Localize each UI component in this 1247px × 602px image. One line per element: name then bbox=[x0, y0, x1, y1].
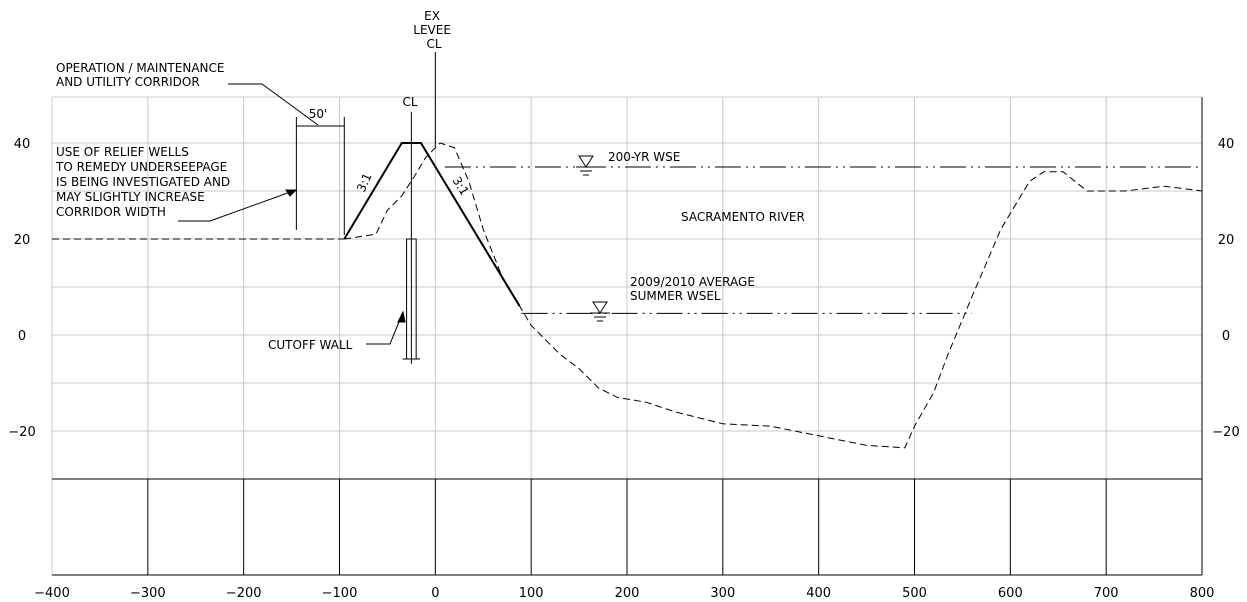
summer-wsel-line-1: 2009/2010 AVERAGE bbox=[630, 275, 755, 289]
corridor-note: OPERATION / MAINTENANCE AND UTILITY CORR… bbox=[56, 61, 228, 89]
x-tick-label: −100 bbox=[322, 586, 358, 601]
x-tick-label: 300 bbox=[710, 586, 735, 601]
relief-wells-arrowhead bbox=[285, 189, 298, 197]
grid bbox=[51, 96, 1203, 576]
y-tick-label-right: −20 bbox=[1212, 425, 1239, 440]
y-tick-label-left: 40 bbox=[14, 137, 31, 152]
x-tick-label: 600 bbox=[998, 586, 1023, 601]
ex-levee-cl-line-2: LEVEE bbox=[413, 23, 451, 37]
ex-levee-cl-line-3: CL bbox=[426, 37, 441, 51]
corridor-note-line-1: OPERATION / MAINTENANCE bbox=[56, 61, 224, 75]
callout-leaders bbox=[178, 83, 406, 345]
cutoff-wall-label: CUTOFF WALL bbox=[268, 338, 353, 352]
x-tick-label: 700 bbox=[1094, 586, 1119, 601]
y-tick-label-left: 20 bbox=[14, 233, 31, 248]
relief-wells-line-3: IS BEING INVESTIGATED AND bbox=[56, 175, 230, 189]
corridor-width-dimension: 50' bbox=[309, 107, 328, 121]
x-tick-label: −200 bbox=[226, 586, 262, 601]
relief-wells-line-5: CORRIDOR WIDTH bbox=[56, 205, 166, 219]
wse-200yr-symbol bbox=[576, 155, 596, 176]
x-tick-label: 100 bbox=[519, 586, 544, 601]
proposed-cl-label: CL bbox=[402, 95, 417, 109]
x-tick-label: −400 bbox=[34, 586, 70, 601]
relief-wells-line-4: MAY SLIGHTLY INCREASE bbox=[56, 190, 205, 204]
x-tick-label: 400 bbox=[806, 586, 831, 601]
cutoff-wall-arrowhead bbox=[397, 310, 406, 323]
ex-levee-cl-line-1: EX bbox=[424, 9, 440, 23]
y-tick-label-right: 20 bbox=[1218, 233, 1235, 248]
sacramento-river-label: SACRAMENTO RIVER bbox=[681, 210, 805, 224]
x-tick-label: 500 bbox=[902, 586, 927, 601]
relief-wells-leader bbox=[178, 189, 297, 222]
summer-wsel-line-2: SUMMER WSEL bbox=[630, 289, 721, 303]
relief-wells-line-2: TO REMEDY UNDERSEEPAGE bbox=[55, 160, 227, 174]
summer-wsel-symbol bbox=[590, 301, 610, 322]
y-tick-label-right: 0 bbox=[1222, 329, 1230, 344]
y-tick-label-right: 40 bbox=[1218, 137, 1235, 152]
profile-lines bbox=[52, 52, 1203, 449]
cutoff-wall-leader bbox=[366, 311, 404, 345]
x-tick-label: 200 bbox=[615, 586, 640, 601]
existing-ground-line bbox=[344, 142, 1203, 449]
ex-levee-cl-label: EX LEVEE CL bbox=[413, 9, 454, 51]
y-tick-label-left: −20 bbox=[8, 425, 35, 440]
relief-wells-line-1: USE OF RELIEF WELLS bbox=[56, 145, 189, 159]
corridor-note-line-2: AND UTILITY CORRIDOR bbox=[56, 75, 200, 89]
x-tick-label: 0 bbox=[431, 586, 439, 601]
y-tick-label-left: 0 bbox=[18, 329, 26, 344]
x-tick-label: 800 bbox=[1190, 586, 1215, 601]
y-axis-left-tick-labels: 40 20 0 −20 bbox=[8, 137, 35, 440]
wse-200yr-label: 200-YR WSE bbox=[608, 150, 680, 164]
corridor-leader bbox=[228, 83, 319, 126]
relief-wells-note: USE OF RELIEF WELLS TO REMEDY UNDERSEEPA… bbox=[55, 145, 234, 219]
water-surface-symbols bbox=[576, 155, 610, 322]
x-tick-label: −300 bbox=[130, 586, 166, 601]
x-axis-tick-labels: −400 −300 −200 −100 0 100 200 300 400 500 600 700 80… bbox=[34, 586, 1214, 601]
summer-wsel-label: 2009/2010 AVERAGE SUMMER WSEL bbox=[630, 275, 759, 303]
y-axis-right-tick-labels: 40 20 0 −20 bbox=[1212, 137, 1239, 440]
